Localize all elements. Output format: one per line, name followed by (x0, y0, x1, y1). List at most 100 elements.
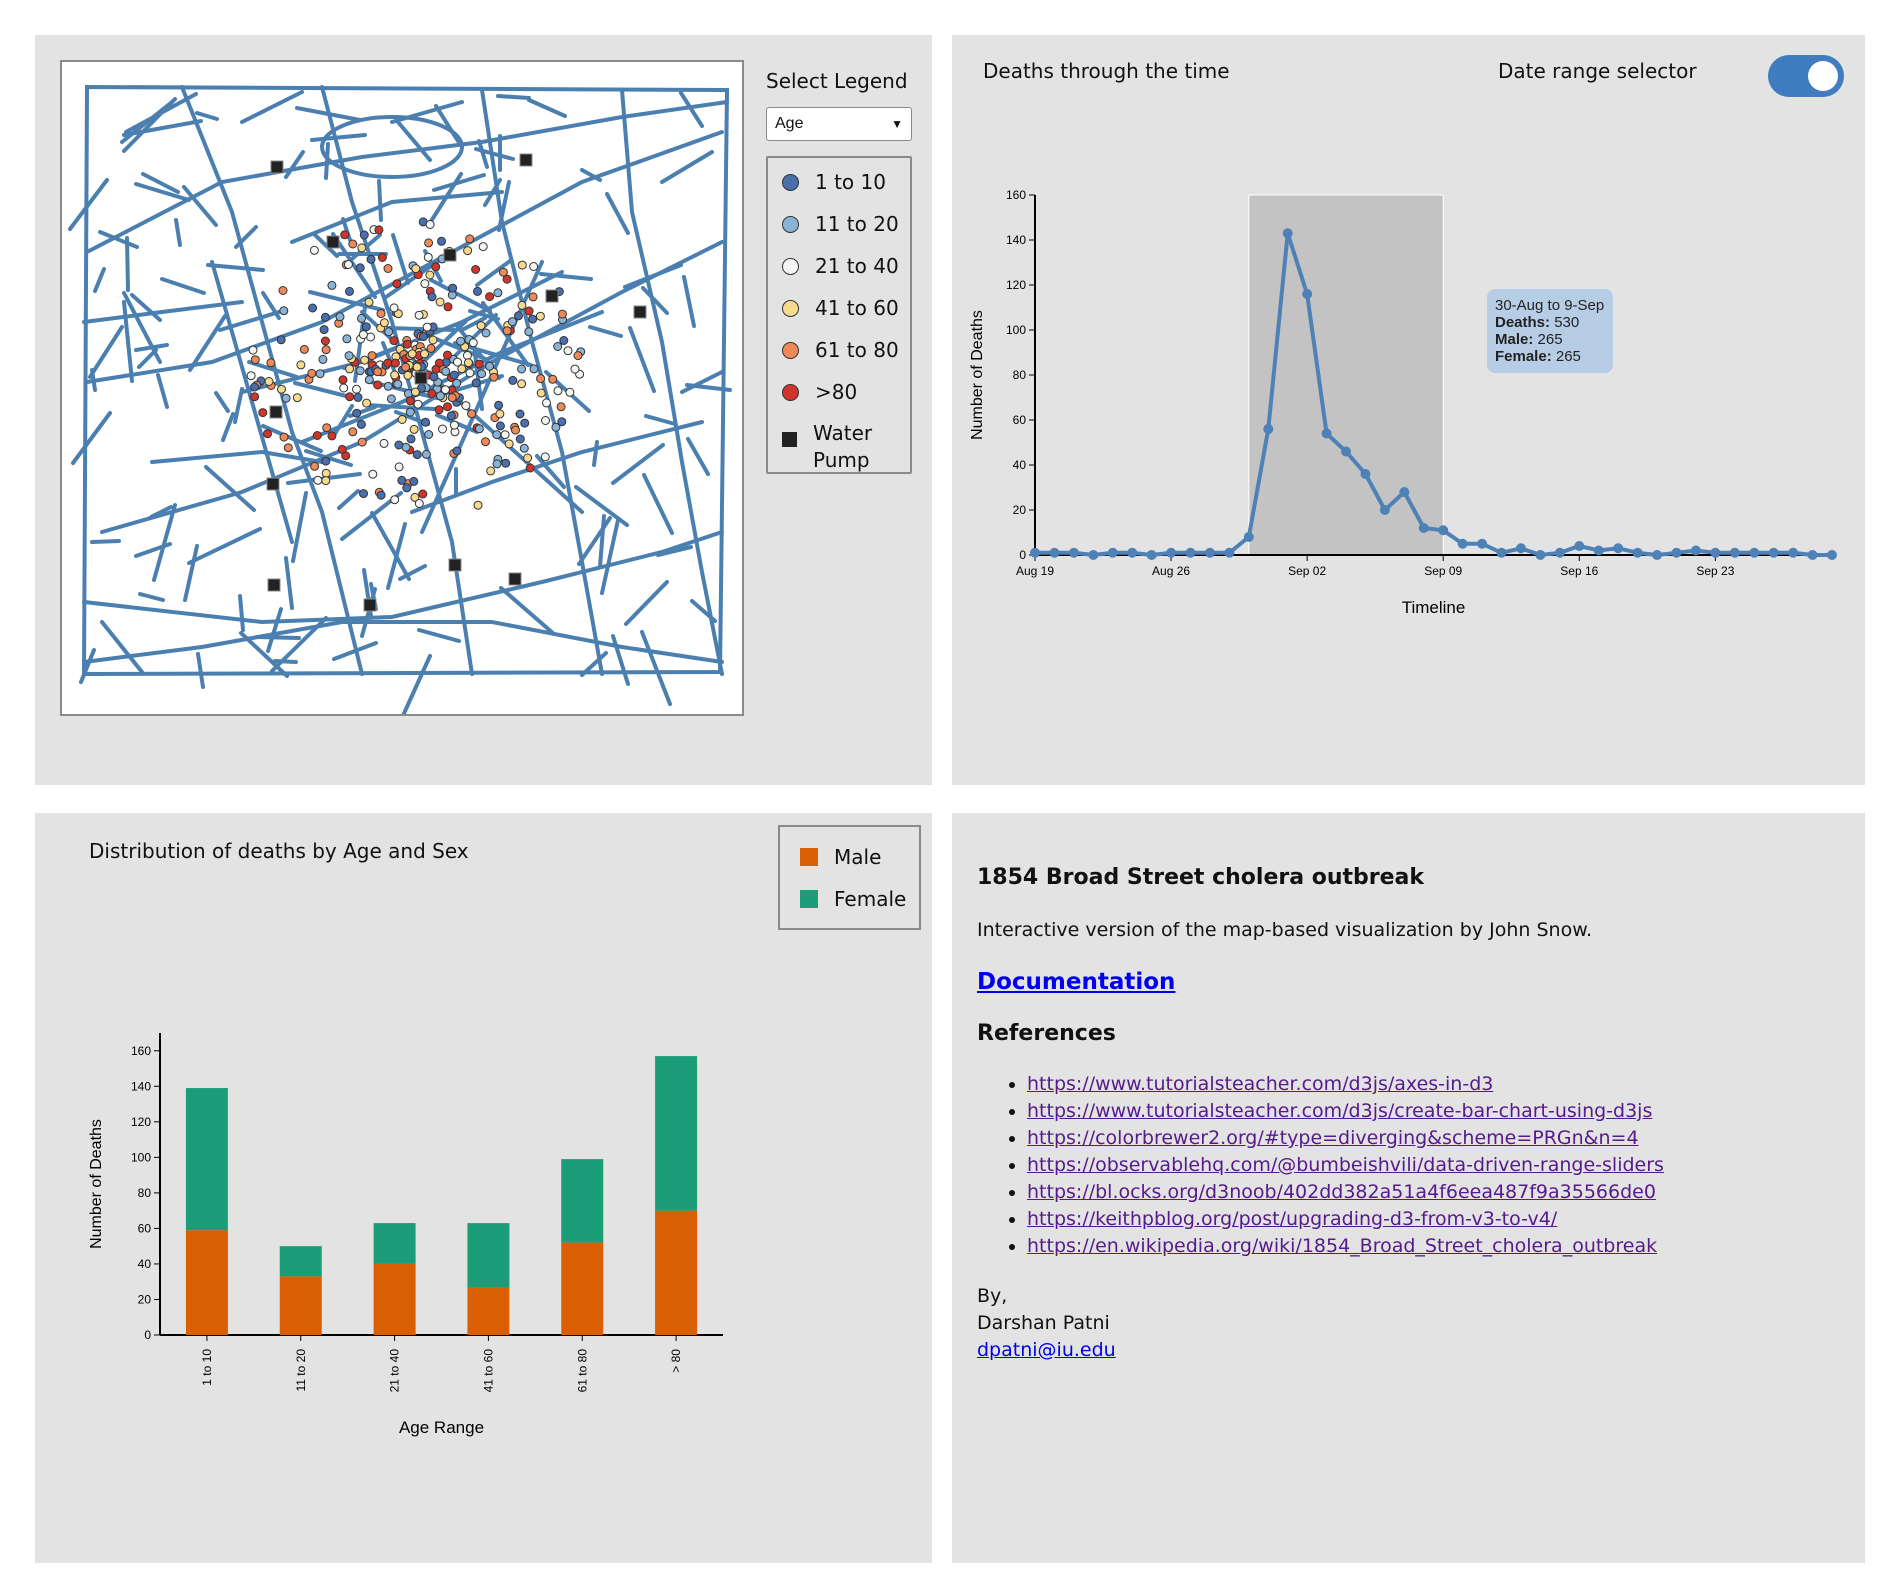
death-case-dot (339, 383, 349, 393)
legend-select[interactable]: Age ▼ (766, 107, 912, 141)
email-link[interactable]: dpatni@iu.edu (977, 1339, 1116, 1361)
death-case-dot (412, 362, 422, 372)
street (195, 111, 219, 121)
y-tick-label: 60 (138, 1221, 152, 1235)
reference-link[interactable]: https://keithpblog.org/post/upgrading-d3… (1027, 1208, 1558, 1230)
legend-item[interactable]: 61 to 80 (782, 338, 899, 362)
street (496, 94, 531, 100)
legend-item-female[interactable]: Female (800, 887, 906, 911)
street (331, 232, 377, 299)
death-case-dot (452, 446, 462, 456)
legend-item-male[interactable]: Male (800, 845, 881, 869)
reference-link[interactable]: https://en.wikipedia.org/wiki/1854_Broad… (1027, 1235, 1658, 1257)
water-pump-icon (448, 558, 462, 572)
death-case-dot (368, 469, 378, 479)
death-case-dot (489, 372, 499, 382)
y-tick-label: 20 (138, 1292, 152, 1306)
data-point (1263, 424, 1274, 434)
reference-link[interactable]: https://www.tutorialsteacher.com/d3js/ax… (1027, 1073, 1494, 1095)
water-pump-icon (782, 432, 797, 447)
street (605, 192, 630, 235)
death-case-dot (523, 453, 533, 463)
date-range-brush (1248, 194, 1444, 556)
reference-link[interactable]: https://bl.ocks.org/d3noob/402dd382a51a4… (1027, 1181, 1656, 1203)
street (122, 97, 177, 153)
date-range-toggle[interactable] (1768, 55, 1844, 97)
death-case-dot (478, 242, 488, 252)
legend-item[interactable]: 41 to 60 (782, 296, 899, 320)
street (660, 150, 714, 184)
data-point (1690, 545, 1701, 556)
timeline-panel: Deaths through the time Date range selec… (952, 35, 1865, 785)
data-point (1166, 547, 1177, 558)
reference-link[interactable]: https://www.tutorialsteacher.com/d3js/cr… (1027, 1100, 1653, 1122)
map-legend: 1 to 10 11 to 20 21 to 40 41 to 60 61 to… (766, 156, 912, 474)
street (183, 544, 199, 602)
death-case-dot (481, 437, 490, 447)
death-case-dot (553, 386, 563, 396)
street (475, 259, 512, 287)
x-tick-label: Sep 02 (1288, 564, 1326, 578)
street (98, 230, 139, 249)
death-case-dot (264, 377, 274, 386)
death-case-dot (418, 332, 428, 342)
legend-item[interactable]: 1 to 10 (782, 170, 886, 194)
data-point (1360, 469, 1371, 479)
death-case-dot (443, 350, 452, 360)
legend-swatch (782, 173, 799, 191)
death-case-dot (520, 418, 530, 428)
water-pump-icon (270, 160, 284, 174)
legend-item[interactable]: 21 to 40 (782, 254, 899, 278)
death-case-dot (344, 351, 354, 361)
data-point (1224, 547, 1235, 558)
street (686, 437, 710, 476)
street-map[interactable] (62, 62, 742, 722)
data-point (1632, 547, 1643, 558)
death-case-dot (389, 303, 399, 313)
death-case-dot (421, 449, 431, 459)
list-item: https://www.tutorialsteacher.com/d3js/ax… (1027, 1071, 1664, 1098)
y-tick-label: 40 (1013, 458, 1027, 472)
reference-link[interactable]: https://observablehq.com/@bumbeishvili/d… (1027, 1154, 1664, 1176)
death-case-dot (431, 364, 441, 374)
y-tick-label: 120 (131, 1115, 151, 1129)
death-case-dot (424, 238, 434, 248)
death-case-dot (383, 358, 393, 368)
legend-item[interactable]: >80 (782, 380, 857, 404)
x-tick-label: 1 to 10 (200, 1349, 214, 1386)
street (160, 277, 206, 295)
data-point (1204, 547, 1215, 558)
street (611, 634, 630, 686)
water-pump-icon (326, 235, 340, 249)
street (137, 348, 158, 369)
y-tick-label: 80 (138, 1186, 152, 1200)
legend-label: 61 to 80 (815, 338, 899, 362)
age-sex-bar-chart[interactable]: 0 20 40 60 80 100 120 140 160 1 to 10 11 to 20 21 t… (35, 1013, 932, 1553)
y-axis-label: Number of Deaths (969, 310, 986, 440)
data-point (1729, 547, 1740, 558)
documentation-link[interactable]: Documentation (977, 969, 1176, 995)
death-case-dot (366, 254, 376, 264)
legend-item-pump[interactable]: Water Pump (782, 420, 872, 474)
legend-item[interactable]: 11 to 20 (782, 212, 899, 236)
street (577, 516, 612, 566)
death-case-dot (281, 393, 291, 403)
death-case-dot (463, 358, 473, 368)
death-case-dot (446, 411, 456, 421)
death-case-dot (376, 309, 386, 319)
street (240, 90, 304, 124)
death-case-dot (553, 342, 563, 351)
legend-label: 21 to 40 (815, 254, 899, 278)
bar-segment (185, 1088, 228, 1231)
data-point (1341, 446, 1352, 457)
deaths-line-chart[interactable]: 0 20 40 60 80 100 120 140 160 Aug 19 Aug 26 Sep 02 S… (952, 125, 1865, 765)
death-case-dot (313, 475, 323, 485)
death-case-dot (485, 361, 495, 371)
death-case-dot (557, 309, 567, 319)
street (398, 564, 427, 581)
death-case-dot (361, 322, 371, 332)
reference-link[interactable]: https://colorbrewer2.org/#type=diverging… (1027, 1127, 1639, 1149)
death-case-dot (557, 417, 567, 427)
bar-chart-title: Distribution of deaths by Age and Sex (89, 839, 469, 863)
y-axis-label: Number of Deaths (88, 1119, 105, 1249)
